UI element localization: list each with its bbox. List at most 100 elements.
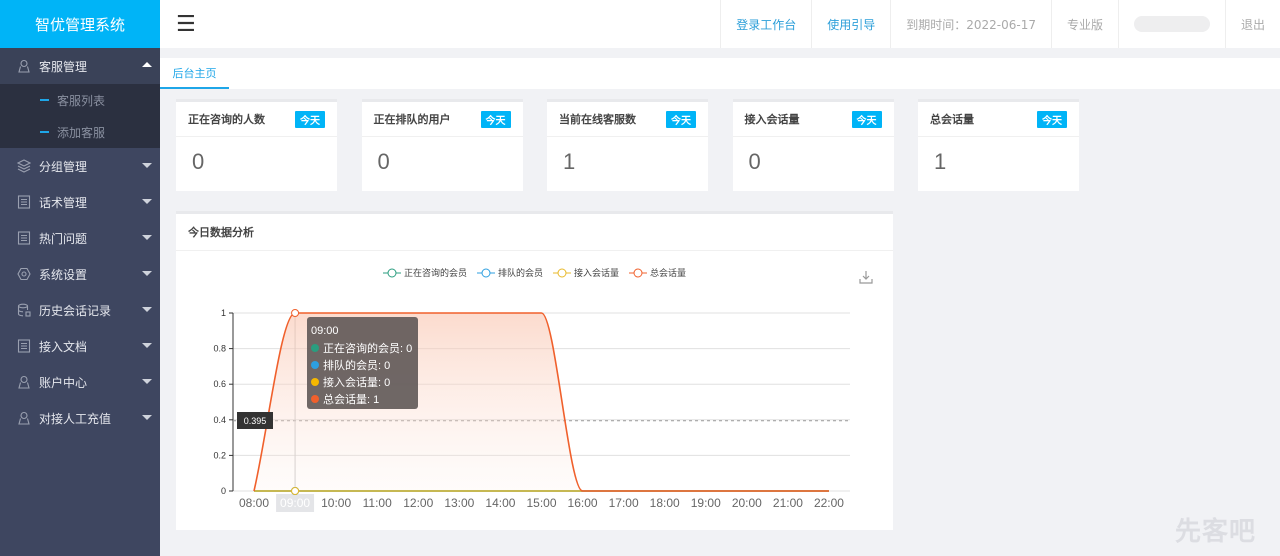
legend-marker: [476, 268, 495, 277]
tooltip-row: 正在咨询的会员: 0: [323, 342, 413, 355]
legend-label: 总会话量: [650, 269, 687, 279]
tooltip-row: 接入会话量: 0: [323, 376, 391, 389]
legend-marker: [382, 268, 401, 277]
layers-icon: [16, 159, 31, 174]
x-tick-label: 13:00: [444, 496, 474, 510]
sidebar-item[interactable]: 热门问题: [0, 220, 160, 256]
x-tick-label: 19:00: [691, 496, 721, 510]
axis-pointer-x-label-bg: [276, 494, 315, 512]
x-tick-label: 12:00: [403, 496, 433, 510]
y-tick-label: 0.6: [213, 379, 226, 389]
sidebar-nav: 客服管理客服列表 添加客服 分组管理 话术管理 热门问题系统设置历史会话记录 接入文档账户…: [0, 48, 160, 436]
tooltip-row: 总会话量: 1: [323, 393, 380, 406]
caret-down-icon: [142, 307, 152, 312]
tooltip-dot: [311, 360, 319, 369]
edition-label: 专业版: [1050, 0, 1118, 48]
x-tick-label: 10:00: [321, 496, 351, 510]
sidebar-item[interactable]: 历史会话记录: [0, 292, 160, 328]
caret-down-icon: [142, 379, 152, 384]
today-badge: 今天: [851, 110, 882, 128]
legend-label: 排队的会员: [497, 269, 543, 279]
user-avatar[interactable]: [1117, 0, 1225, 48]
download-icon[interactable]: [859, 270, 873, 287]
caret-down-icon: [142, 235, 152, 240]
axis-pointer-y-label: 0.395: [237, 412, 273, 429]
chart-tooltip: 09:00 正在咨询的会员: 0 排队的会员: 0 接入会话量: 0 总会话量:…: [307, 317, 418, 409]
document-icon: [16, 339, 31, 354]
tooltip-dot: [311, 377, 319, 386]
x-tick-label: 18:00: [650, 496, 680, 510]
x-tick-label: 08:00: [239, 496, 269, 510]
sidebar-item[interactable]: 账户中心: [0, 364, 160, 400]
legend-item[interactable]: 正在咨询的会员: [382, 266, 467, 279]
tab-bar: 后台主页: [160, 58, 1280, 89]
y-tick-label: 0.4: [213, 415, 226, 425]
login-workbench-link[interactable]: 登录工作台: [720, 0, 811, 48]
today-badge: 今天: [1037, 110, 1067, 128]
caret-up-icon: [142, 62, 152, 67]
x-tick-label: 22:00: [814, 496, 844, 510]
legend-item[interactable]: 总会话量: [629, 266, 686, 279]
stat-card: 正在排队的用户 今天 0: [361, 99, 523, 191]
stat-title: 总会话量: [930, 113, 974, 126]
chart-legend: 正在咨询的会员 排队的会员 接入会话量 总会话量: [176, 266, 893, 279]
y-tick-label: 0: [221, 486, 226, 496]
submenu-item[interactable]: 客服列表: [0, 84, 160, 116]
tooltip-dot: [311, 394, 319, 403]
legend-item[interactable]: 接入会话量: [553, 266, 619, 279]
sidebar-item-label: 账户中心: [39, 375, 88, 390]
stat-value: 1: [563, 149, 576, 174]
app-logo: 智优管理系统: [0, 0, 160, 48]
caret-down-icon: [142, 415, 152, 420]
x-tick-label: 21:00: [773, 496, 803, 510]
series-point: [291, 309, 300, 317]
sidebar-item-label: 历史会话记录: [39, 303, 112, 318]
x-tick-label: 14:00: [485, 496, 515, 510]
legend-label: 正在咨询的会员: [403, 269, 467, 279]
line-chart: 0 0.2 0.4 0.6 0.8 1 08:00 09:00 10:00 11:00 12:00 1…: [213, 308, 850, 512]
sidebar-item-label: 客服管理: [39, 59, 88, 74]
stat-title: 正在咨询的人数: [188, 113, 265, 126]
sidebar-item-label: 对接人工充值: [39, 411, 112, 426]
sidebar-item[interactable]: 系统设置: [0, 256, 160, 292]
hamburger-icon[interactable]: ☰: [176, 11, 196, 37]
sidebar-item-label: 系统设置: [39, 267, 88, 282]
stat-value: 0: [377, 149, 390, 174]
sidebar-item-label: 接入文档: [39, 339, 88, 354]
header: ☰ 登录工作台 使用引导 到期时间：2022-06-17 专业版 退出: [160, 0, 1280, 48]
legend-marker: [629, 268, 648, 277]
sidebar: 智优管理系统 客服管理客服列表 添加客服 分组管理 话术管理 热门问题系统设置历史会话记…: [0, 0, 160, 556]
document-icon: [16, 231, 31, 246]
database-icon: [16, 303, 31, 318]
series-point: [291, 487, 300, 495]
legend-item[interactable]: 排队的会员: [476, 266, 543, 279]
logout-button[interactable]: 退出: [1224, 0, 1280, 48]
stat-card: 正在咨询的人数 今天 0: [176, 99, 337, 191]
caret-down-icon: [142, 343, 152, 348]
sidebar-item[interactable]: 客服管理: [0, 48, 160, 84]
sidebar-item[interactable]: 话术管理: [0, 184, 160, 220]
stat-title: 当前在线客服数: [559, 113, 636, 126]
y-tick-label: 0.2: [213, 450, 226, 460]
tooltip-title: 09:00: [311, 324, 339, 337]
stat-card: 总会话量 今天 1: [918, 99, 1079, 191]
x-tick-label: 15:00: [526, 496, 556, 510]
guide-link[interactable]: 使用引导: [811, 0, 890, 48]
series-line: [253, 312, 829, 492]
dash-icon: [40, 131, 49, 133]
stat-value: 0: [748, 149, 761, 174]
sidebar-item[interactable]: 分组管理: [0, 148, 160, 184]
chart-panel-title: 今日数据分析: [176, 214, 893, 251]
legend-label: 接入会话量: [574, 269, 620, 279]
sidebar-item[interactable]: 对接人工充值: [0, 400, 160, 436]
sidebar-item[interactable]: 接入文档: [0, 328, 160, 364]
today-badge: 今天: [480, 110, 511, 128]
gear-icon: [16, 267, 31, 282]
submenu-item[interactable]: 添加客服: [0, 116, 160, 148]
x-tick-label: 11:00: [363, 496, 392, 510]
y-tick-label: 1: [221, 308, 226, 318]
dash-icon: [40, 99, 49, 101]
tab-home[interactable]: 后台主页: [160, 58, 229, 89]
y-tick-label: 0.8: [213, 344, 226, 354]
expiry-date: 到期时间：2022-06-17: [890, 0, 1051, 48]
